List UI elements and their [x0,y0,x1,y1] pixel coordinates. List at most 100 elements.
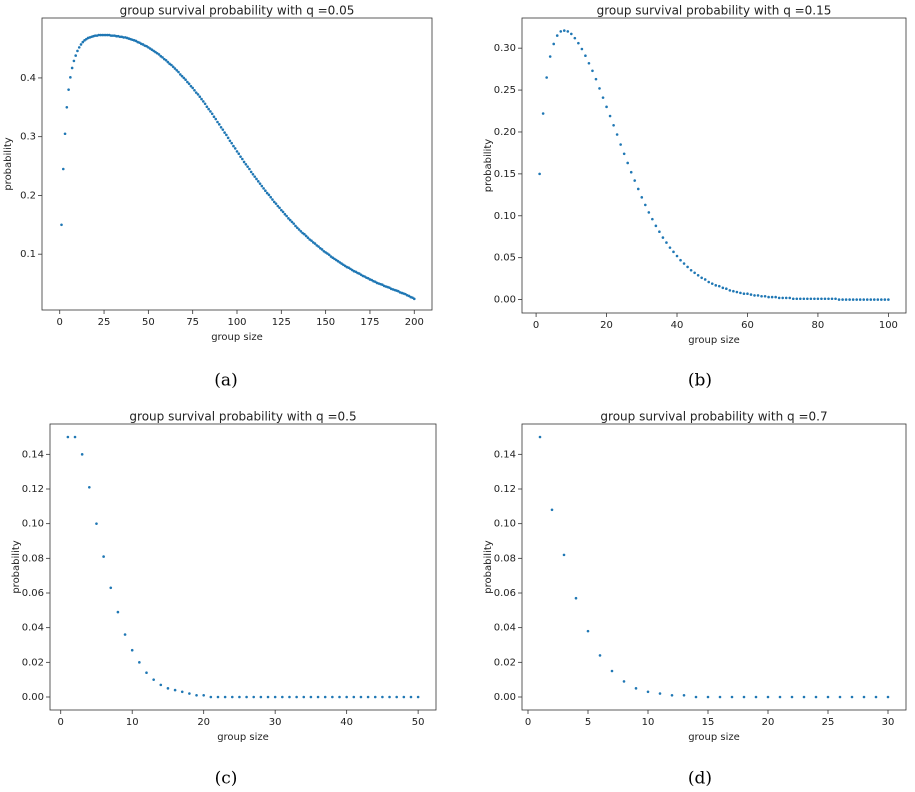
data-point [130,648,134,652]
data-point [230,695,234,699]
data-point [728,289,732,292]
data-point [309,695,313,699]
y-tick-label: 0.20 [494,127,516,138]
data-point [562,553,566,557]
data-point [166,60,170,64]
x-tick-label: 20 [197,717,210,728]
data-point [865,298,869,301]
data-point [280,208,283,212]
data-point [171,65,175,69]
data-point [661,236,665,239]
subplot: group survival probability with q =0.05 g… [3,4,433,391]
x-axis-label: group size [688,335,740,346]
x-tick-label: 150 [316,317,335,328]
data-point [693,271,696,275]
data-point [665,241,668,244]
data-point [770,295,774,299]
y-tick-label: 0.10 [22,519,44,530]
data-point [646,690,650,694]
data-point [210,112,214,116]
data-point [721,286,725,290]
data-point [207,107,210,111]
plot-frame [521,423,907,711]
data-point [255,177,258,181]
data-point [874,695,878,699]
data-point [209,110,212,113]
data-point [116,610,120,614]
data-point [735,290,739,294]
data-point [710,282,714,285]
y-tick-label: 0.00 [494,692,516,703]
data-point [777,296,781,300]
data-point [216,695,220,699]
data-point [725,287,728,290]
y-tick-label: 0.06 [494,588,516,599]
y-tick-label: 0.4 [20,73,36,84]
data-point [188,692,191,695]
data-point [886,695,890,699]
data-point [294,224,297,228]
data-point [182,76,186,80]
y-tick-label: 0.02 [494,657,516,668]
data-point [366,695,370,699]
data-point [566,30,570,33]
x-tick-label: 0 [533,320,539,331]
data-point [754,695,758,699]
y-axis-label: probability [483,139,494,192]
data-point [647,211,651,214]
x-tick-label: 0 [525,717,531,728]
y-tick-label: 0.14 [494,449,516,460]
data-point [706,695,710,699]
y-tick-label: 0.30 [494,43,516,54]
data-point [820,297,823,301]
data-point [577,41,580,45]
y-tick-label: 0.3 [20,132,36,143]
y-axis-label: probability [483,540,494,593]
caption: (c) [215,769,238,789]
data-point [587,61,591,65]
data-point [241,157,244,161]
data-point [584,54,587,58]
data-point [288,695,291,699]
x-axis-label: group size [217,732,269,743]
data-point [198,95,202,99]
data-point [388,695,391,699]
data-point [102,555,105,558]
data-point [672,250,675,254]
data-point [152,678,155,681]
caption: (b) [688,371,712,391]
data-point [214,117,218,121]
data-point [338,695,341,699]
data-point [295,226,299,230]
x-axis-label: group size [688,732,740,743]
data-point [598,654,602,657]
x-tick-label: 20 [762,717,775,728]
data-point [267,193,271,197]
data-point [562,29,566,32]
data-point [654,224,658,228]
data-point [718,695,722,699]
data-point [193,88,196,92]
data-point [196,93,200,96]
data-point [612,123,615,127]
data-point [753,294,756,297]
data-point [730,695,734,699]
data-point [74,54,77,57]
data-point [109,586,113,590]
data-point [381,695,384,699]
data-point [194,91,198,94]
data-point [316,695,320,699]
data-point [180,74,184,78]
data-point [292,222,296,225]
data-point [81,40,85,44]
data-point [191,86,194,90]
data-point [548,55,552,58]
y-tick-label: 0.1 [20,249,36,260]
data-point [887,298,890,301]
data-point [166,687,170,690]
x-tick-label: 5 [585,717,591,728]
data-point [574,596,578,600]
data-point [76,49,79,53]
